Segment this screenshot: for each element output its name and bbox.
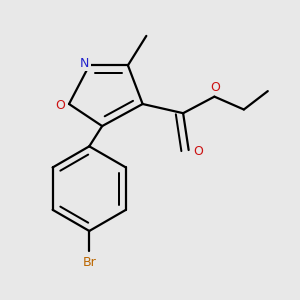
Text: N: N <box>80 57 89 70</box>
Text: O: O <box>211 81 220 94</box>
Text: O: O <box>193 145 203 158</box>
Text: Br: Br <box>82 256 96 269</box>
Text: O: O <box>55 99 65 112</box>
